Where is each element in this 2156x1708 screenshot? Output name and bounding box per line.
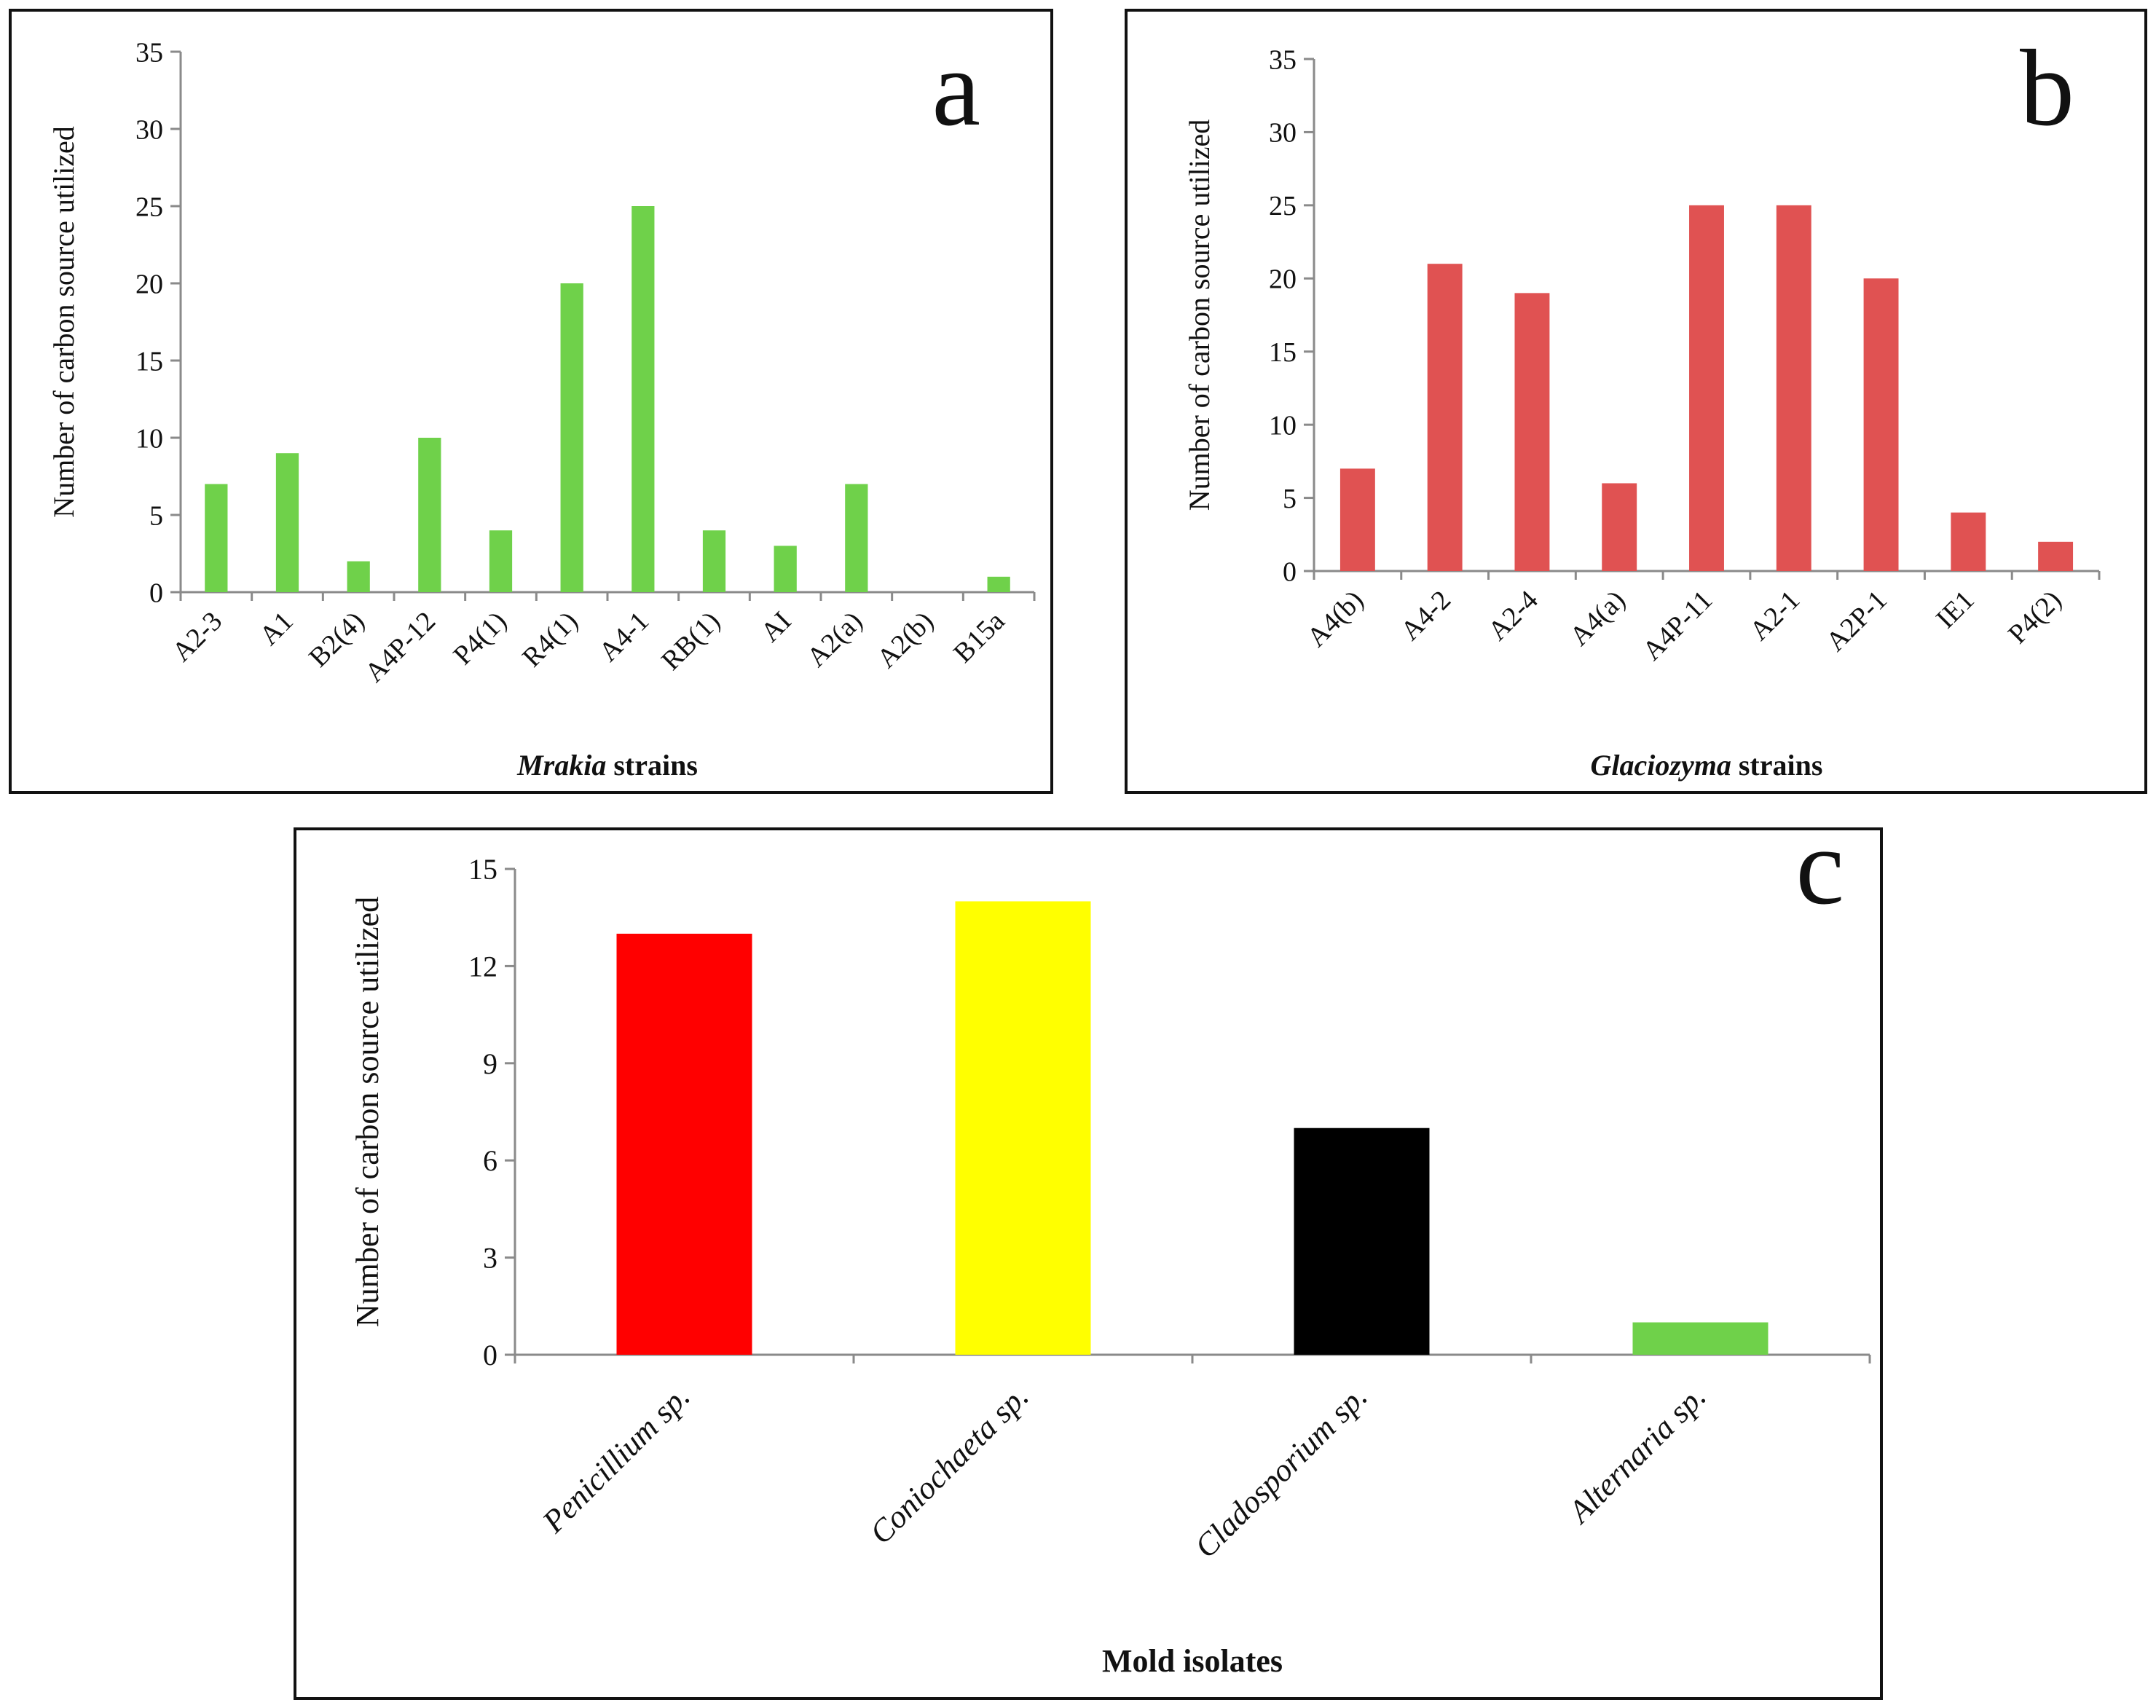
category-label: A4(a) [1564, 585, 1631, 652]
x-axis-title-rest: strains [1731, 749, 1823, 782]
y-tick-label: 3 [483, 1242, 497, 1275]
bar-A4-1 [632, 206, 655, 592]
category-label: B2(4) [303, 606, 370, 673]
bar-A4(b) [1339, 468, 1375, 571]
category-label: R4(1) [516, 606, 583, 673]
y-tick-label: 35 [1269, 44, 1297, 75]
x-axis-title: Glaciozyma strains [1591, 749, 1823, 782]
chart-b-svg: 0 5 10 15 20 25 30 35 A4(b) A4-2 A2-4 A4(a) A4P-11 A2… [1183, 28, 2101, 782]
y-axis-title: Number of carbon source utilized [350, 897, 385, 1327]
category-label: A2-4 [1482, 585, 1544, 647]
y-axis-title: Number of carbon source utilized [47, 126, 80, 518]
bar-B2(4) [347, 561, 370, 592]
bar-AI [774, 546, 797, 592]
bar-A4P-12 [418, 438, 441, 592]
y-tick-label: 10 [135, 423, 163, 454]
bar-A2-1 [1776, 205, 1811, 571]
y-tick-label: 5 [1283, 484, 1297, 514]
category-label: Cladosporium sp. [1188, 1378, 1374, 1565]
bar-B15a [987, 576, 1010, 592]
bar-RB(1) [702, 530, 726, 592]
category-label: A4-2 [1395, 585, 1457, 647]
bar-Alternaria sp. [1632, 1322, 1769, 1355]
y-tick-label: 20 [135, 269, 163, 299]
y-tick-label: 0 [1283, 556, 1297, 587]
y-tick-label: 0 [483, 1339, 497, 1371]
chart-c-svg: 0 3 6 9 12 15 Penicillium sp. Coniochaeta sp. Cl… [350, 830, 1871, 1679]
category-label: Alternaria sp. [1560, 1378, 1713, 1531]
bar-P4(1) [489, 530, 513, 592]
y-tick-label: 9 [483, 1047, 497, 1080]
bar-Coniochaeta sp. [955, 901, 1091, 1355]
y-tick-label: 0 [149, 578, 163, 608]
category-label: P4(1) [447, 606, 512, 671]
chart-panel-c: 0 3 6 9 12 15 Penicillium sp. Coniochaeta sp. Cl… [294, 827, 1883, 1700]
y-tick-label: 20 [1269, 264, 1297, 295]
category-label: RB(1) [656, 606, 726, 677]
x-axis-title-italic: Mrakia [516, 749, 606, 782]
x-axis-title: Mrakia strains [516, 749, 698, 782]
x-axis-title-italic: Glaciozyma [1591, 749, 1731, 782]
category-label: A2P-1 [1820, 585, 1893, 658]
chart-a-svg: 0 5 10 15 20 25 30 35 A2-3 A1 B2(4)A4P-12 P4(1) R4(1… [47, 28, 1036, 782]
chart-panel-b: 0 5 10 15 20 25 30 35 A4(b) A4-2 A2-4 A4(a) A4P-11 A2… [1125, 9, 2147, 794]
category-label: A4P-12 [359, 606, 441, 688]
y-tick-label: 15 [468, 853, 497, 886]
category-label: A2-3 [166, 606, 228, 668]
panel-label: c [1795, 830, 1844, 927]
category-label: A4(b) [1301, 585, 1369, 653]
y-tick-label: 10 [1269, 410, 1297, 441]
x-axis-title: Mold isolates [1102, 1643, 1283, 1679]
bar-P4(2) [2038, 541, 2074, 571]
y-tick-label: 15 [135, 346, 163, 377]
category-label: A2(b) [871, 606, 940, 674]
bar-IE1 [1951, 512, 1986, 571]
x-axis-title-rest: strains [606, 749, 698, 782]
panel-label: a [932, 28, 980, 149]
panel-label: b [2020, 28, 2074, 149]
category-label: P4(2) [2002, 585, 2067, 650]
y-tick-label: 30 [1269, 118, 1297, 149]
chart-panel-a: 0 5 10 15 20 25 30 35 A2-3 A1 B2(4) A4P-12 P4(1) R4(1… [9, 9, 1053, 794]
bar-Cladosporium sp. [1294, 1127, 1430, 1355]
bar-Penicillium sp. [616, 933, 752, 1355]
y-tick-label: 35 [135, 37, 163, 68]
category-label: A2-1 [1744, 585, 1806, 647]
bar-A2P-1 [1863, 278, 1899, 571]
y-tick-label: 25 [135, 192, 163, 222]
category-label: A4P-11 [1637, 585, 1718, 666]
category-label: IE1 [1930, 585, 1980, 635]
category-label: Penicillium sp. [535, 1378, 697, 1540]
bar-A4-2 [1427, 264, 1463, 571]
bar-A4(a) [1602, 483, 1637, 571]
category-label: Coniochaeta sp. [863, 1378, 1036, 1551]
category-label: A2(a) [801, 606, 868, 673]
bar-A4P-11 [1689, 205, 1724, 571]
bar-A2(a) [845, 484, 868, 592]
y-axis-title: Number of carbon source utilized [1183, 119, 1216, 511]
x-axis-title-rest: Mold isolates [1102, 1643, 1283, 1679]
category-label: AI [755, 606, 797, 648]
bar-A2-4 [1514, 293, 1550, 571]
y-tick-label: 30 [135, 114, 163, 145]
y-tick-label: 6 [483, 1144, 497, 1177]
y-tick-label: 15 [1269, 337, 1297, 368]
bar-A1 [275, 453, 299, 592]
bar-A2-3 [205, 484, 228, 592]
category-label: B15a [948, 606, 1011, 669]
category-label: A4-1 [593, 606, 655, 668]
bar-R4(1) [560, 283, 583, 592]
y-tick-label: 12 [468, 950, 497, 983]
y-tick-label: 5 [149, 500, 163, 531]
category-label: A1 [253, 606, 299, 652]
y-tick-label: 25 [1269, 191, 1297, 221]
